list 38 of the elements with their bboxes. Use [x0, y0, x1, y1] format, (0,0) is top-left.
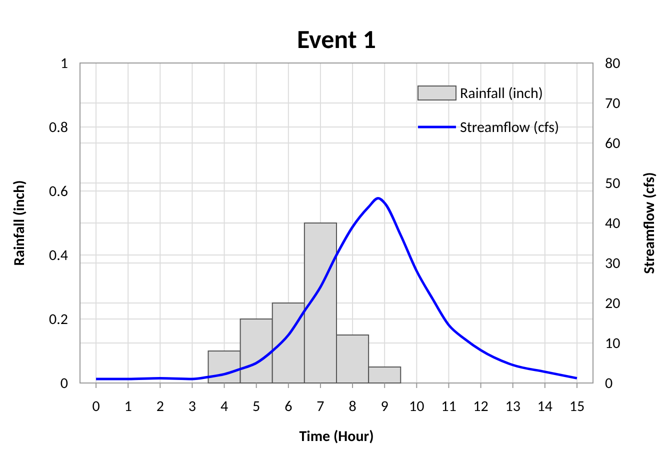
y-tick-label: 0.4 [49, 247, 68, 265]
x-tick-label: 14 [537, 398, 553, 416]
legend-label: Rainfall (inch) [460, 85, 543, 103]
y2-tick-label: 30 [605, 255, 621, 273]
x-tick-label: 12 [473, 398, 488, 416]
x-tick-label: 1 [124, 398, 132, 416]
line-series [94, 196, 578, 380]
y-tick-label: 0.8 [49, 119, 68, 137]
x-tick-label: 7 [316, 398, 325, 416]
x-tick-label: 8 [348, 398, 356, 416]
x-tick-label: 4 [220, 398, 228, 416]
y-tick-label: 0.6 [49, 183, 68, 201]
x-tick-label: 9 [380, 398, 389, 416]
x-tick-label: 11 [441, 398, 456, 416]
y-axis-title: Rainfall (inch) [11, 180, 29, 266]
y2-tick-label: 70 [605, 95, 621, 113]
x-tick-label: 6 [284, 398, 293, 416]
y2-tick-label: 10 [605, 335, 621, 353]
x-tick-label: 0 [92, 398, 100, 416]
y2-tick-label: 20 [605, 295, 621, 313]
x-tick-label: 15 [569, 398, 585, 416]
x-tick-label: 13 [505, 398, 521, 416]
x-tick-label: 5 [252, 398, 260, 416]
x-axis-title: Time (Hour) [299, 428, 374, 446]
x-tick-label: 10 [409, 398, 425, 416]
y2-tick-label: 0 [605, 375, 613, 393]
y-tick-label: 0.2 [49, 311, 68, 329]
chart-title: Event 1 [297, 23, 376, 55]
y-tick-label: 0 [60, 375, 68, 393]
x-tick-label: 2 [156, 398, 164, 416]
y2-tick-label: 60 [605, 135, 621, 153]
y2-tick-label: 40 [605, 215, 621, 233]
y2-axis-title: Streamflow (cfs) [641, 172, 659, 274]
y2-tick-label: 80 [605, 55, 621, 73]
y2-tick-label: 50 [605, 175, 621, 193]
x-tick-label: 3 [188, 398, 196, 416]
y-tick-label: 1 [60, 55, 68, 73]
legend-label: Streamflow (cfs) [460, 119, 560, 137]
